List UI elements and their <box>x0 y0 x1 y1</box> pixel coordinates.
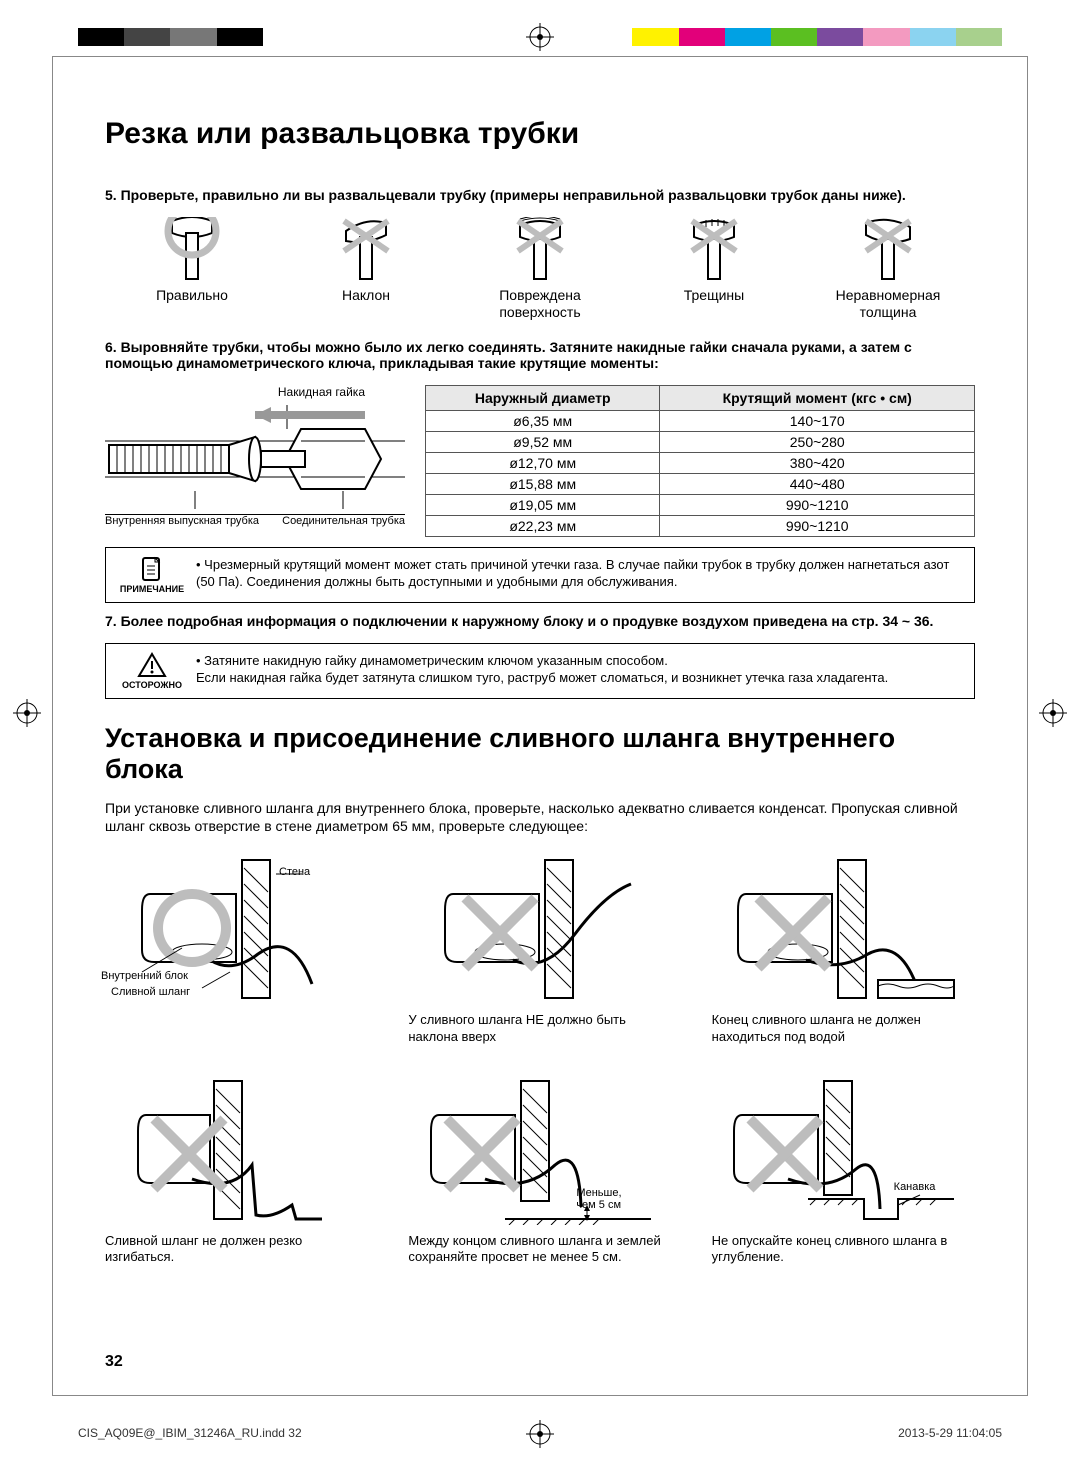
wall-label: Стена <box>279 866 310 878</box>
caption: Конец сливного шланга не должен находить… <box>712 1012 975 1045</box>
table-cell: ø12,70 мм <box>426 452 660 473</box>
flare-label: Повреждена поверхность <box>475 287 605 321</box>
flare-label: Неравномерная толщина <box>823 287 953 321</box>
caution-icon: ОСТОРОЖНО <box>118 652 186 690</box>
section-heading-1: Резка или развальцовка трубки <box>105 117 975 151</box>
table-cell: ø15,88 мм <box>426 473 660 494</box>
flare-damaged: Повреждена поверхность <box>475 217 605 321</box>
caption: У сливного шланга НЕ должно быть наклона… <box>408 1012 671 1045</box>
table-header: Крутящий момент (кгс • см) <box>660 385 975 410</box>
flare-tilted: Наклон <box>301 217 431 321</box>
caption: Между концом сливного шланга и землей со… <box>408 1233 671 1266</box>
note-label: ПРИМЕЧАНИЕ <box>120 584 184 594</box>
drain-hose-grid: Стена Внутренний блок Сливной шланг У с <box>105 854 975 1265</box>
flare-nut-label: Накидная гайка <box>105 385 405 399</box>
flare-label: Наклон <box>301 287 431 304</box>
note-text: Чрезмерный крутящий момент может стать п… <box>196 557 949 590</box>
inner-pipe-label: Внутренняя выпускная трубка <box>105 515 259 527</box>
table-cell: ø19,05 мм <box>426 494 660 515</box>
flare-label: Трещины <box>649 287 779 304</box>
caption: Не опускайте конец сливного шланга в угл… <box>712 1233 975 1266</box>
color-calibration-bar <box>78 28 1002 46</box>
flare-examples-row: Правильно Наклон <box>105 217 975 321</box>
left-swatches <box>78 28 448 46</box>
table-row: ø19,05 мм990~1210 <box>426 494 975 515</box>
registration-mark-top <box>526 23 554 51</box>
indoor-unit-label: Внутренний блок <box>101 970 188 982</box>
flare-uneven: Неравномерная толщина <box>823 217 953 321</box>
connecting-pipe-label: Соединительная трубка <box>282 515 405 527</box>
table-cell: ø6,35 мм <box>426 410 660 431</box>
note-icon: ПРИМЕЧАНИЕ <box>118 556 186 594</box>
torque-table: Наружный диаметр Крутящий момент (кгс • … <box>425 385 975 537</box>
step-5-text: 5. Проверьте, правильно ли вы развальцев… <box>105 187 975 203</box>
section-heading-2: Установка и присоединение сливного шланг… <box>105 723 975 785</box>
table-cell: 380~420 <box>660 452 975 473</box>
table-cell: ø22,23 мм <box>426 515 660 536</box>
caution-label: ОСТОРОЖНО <box>122 680 182 690</box>
drain-correct: Стена Внутренний блок Сливной шланг <box>105 854 368 1045</box>
right-swatches <box>632 28 1002 46</box>
table-row: ø9,52 мм250~280 <box>426 431 975 452</box>
table-cell: 140~170 <box>660 410 975 431</box>
drain-no-ditch: Канавка Не опускайте конец сливного шлан… <box>712 1075 975 1266</box>
caption: Сливной шланг не должен резко изгибаться… <box>105 1233 368 1266</box>
print-footer: CIS_AQ09E@_IBIM_31246A_RU.indd 32 2013-5… <box>78 1426 1002 1440</box>
footer-filename: CIS_AQ09E@_IBIM_31246A_RU.indd 32 <box>78 1426 302 1440</box>
caution-line2: Если накидная гайка будет затянута слишк… <box>196 669 962 687</box>
caution-box: ОСТОРОЖНО Затяните накидную гайку динамо… <box>105 643 975 699</box>
pipe-connection-diagram: Накидная гайка <box>105 385 405 527</box>
registration-mark-right <box>1039 699 1067 732</box>
table-cell: 990~1210 <box>660 515 975 536</box>
table-cell: ø9,52 мм <box>426 431 660 452</box>
drain-hose-label: Сливной шланг <box>111 986 190 998</box>
note-box: ПРИМЕЧАНИЕ Чрезмерный крутящий момент мо… <box>105 547 975 603</box>
drain-end-not-in-water: Конец сливного шланга не должен находить… <box>712 854 975 1045</box>
flare-label: Правильно <box>127 287 257 304</box>
table-row: ø12,70 мм380~420 <box>426 452 975 473</box>
table-row: ø6,35 мм140~170 <box>426 410 975 431</box>
drain-no-upward-slope: У сливного шланга НЕ должно быть наклона… <box>408 854 671 1045</box>
flare-correct: Правильно <box>127 217 257 321</box>
table-row: ø22,23 мм990~1210 <box>426 515 975 536</box>
table-cell: 990~1210 <box>660 494 975 515</box>
step-7-text: 7. Более подробная информация о подключе… <box>105 613 975 629</box>
registration-mark-bottom <box>526 1420 554 1451</box>
table-cell: 250~280 <box>660 431 975 452</box>
caution-line1: Затяните накидную гайку динамометрически… <box>196 652 962 670</box>
step-6-text: 6. Выровняйте трубки, чтобы можно было и… <box>105 339 975 371</box>
gap-label: Меньше, чем 5 см <box>576 1187 621 1211</box>
footer-timestamp: 2013-5-29 11:04:05 <box>898 1426 1002 1440</box>
ditch-label: Канавка <box>894 1181 936 1193</box>
drain-no-sharp-bend: Сливной шланг не должен резко изгибаться… <box>105 1075 368 1266</box>
registration-mark-left <box>13 699 41 732</box>
intro-paragraph: При установке сливного шланга для внутре… <box>105 799 975 837</box>
flare-cracked: Трещины <box>649 217 779 321</box>
table-header: Наружный диаметр <box>426 385 660 410</box>
page-number: 32 <box>105 1353 123 1371</box>
table-cell: 440~480 <box>660 473 975 494</box>
drain-5cm-gap: Меньше, чем 5 см Между концом сливного ш… <box>408 1075 671 1266</box>
page-frame: Резка или развальцовка трубки 5. Проверь… <box>52 56 1028 1396</box>
table-row: ø15,88 мм440~480 <box>426 473 975 494</box>
